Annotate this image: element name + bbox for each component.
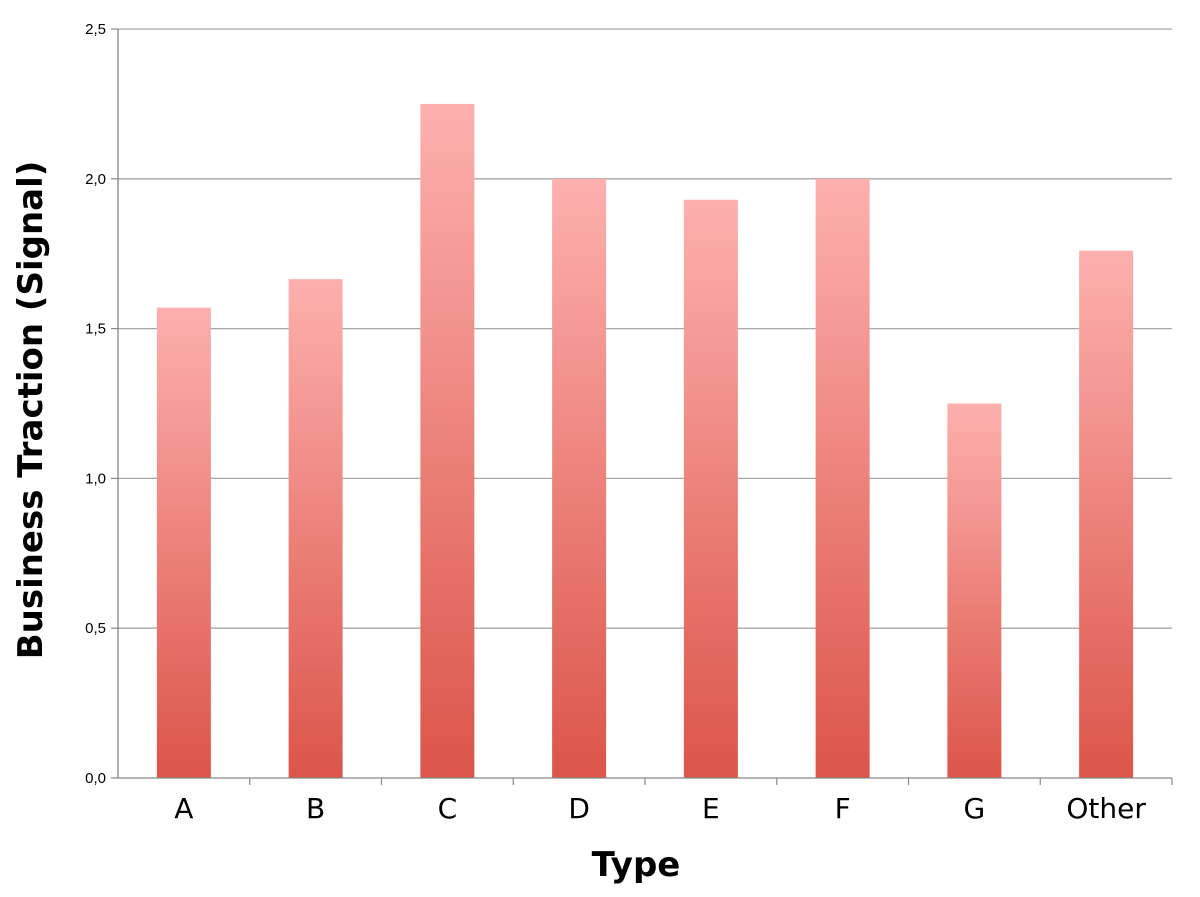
axes: [117, 29, 1172, 779]
y-tick-label: 0,0: [85, 770, 106, 787]
y-axis-title: Business Traction (Signal): [11, 161, 51, 660]
bar-other: [1079, 250, 1134, 779]
x-tick-label: E: [702, 792, 720, 825]
y-tick-label: 2,5: [85, 21, 106, 38]
y-tick-label: 1,0: [85, 470, 106, 487]
x-tick-label: A: [174, 792, 193, 825]
y-tick-label: 1,5: [85, 321, 106, 338]
x-axis-title: Type: [592, 845, 681, 885]
bar-e: [683, 199, 738, 779]
x-tick-label: C: [438, 792, 458, 825]
bar-c: [420, 103, 475, 778]
bar-d: [552, 178, 607, 779]
x-tick-label: B: [306, 792, 325, 825]
y-tick-label: 0,5: [85, 620, 106, 637]
y-tick-label: 2,0: [85, 171, 106, 188]
y-tick-labels: 0,0 0,5 1,0 1,5 2,0 2,5: [85, 21, 106, 787]
x-tick-label: D: [568, 792, 590, 825]
x-tick-label: F: [835, 792, 851, 825]
gridlines: [111, 28, 1173, 785]
bars: [156, 103, 1134, 779]
bar-a: [156, 307, 211, 778]
x-tick-labels: A B C D E F G Other: [174, 792, 1146, 825]
x-tick-label: G: [964, 792, 986, 825]
x-tick-label: Other: [1066, 792, 1146, 825]
bar-f: [815, 178, 870, 779]
bar-b: [288, 279, 343, 778]
bar-g: [947, 403, 1002, 778]
